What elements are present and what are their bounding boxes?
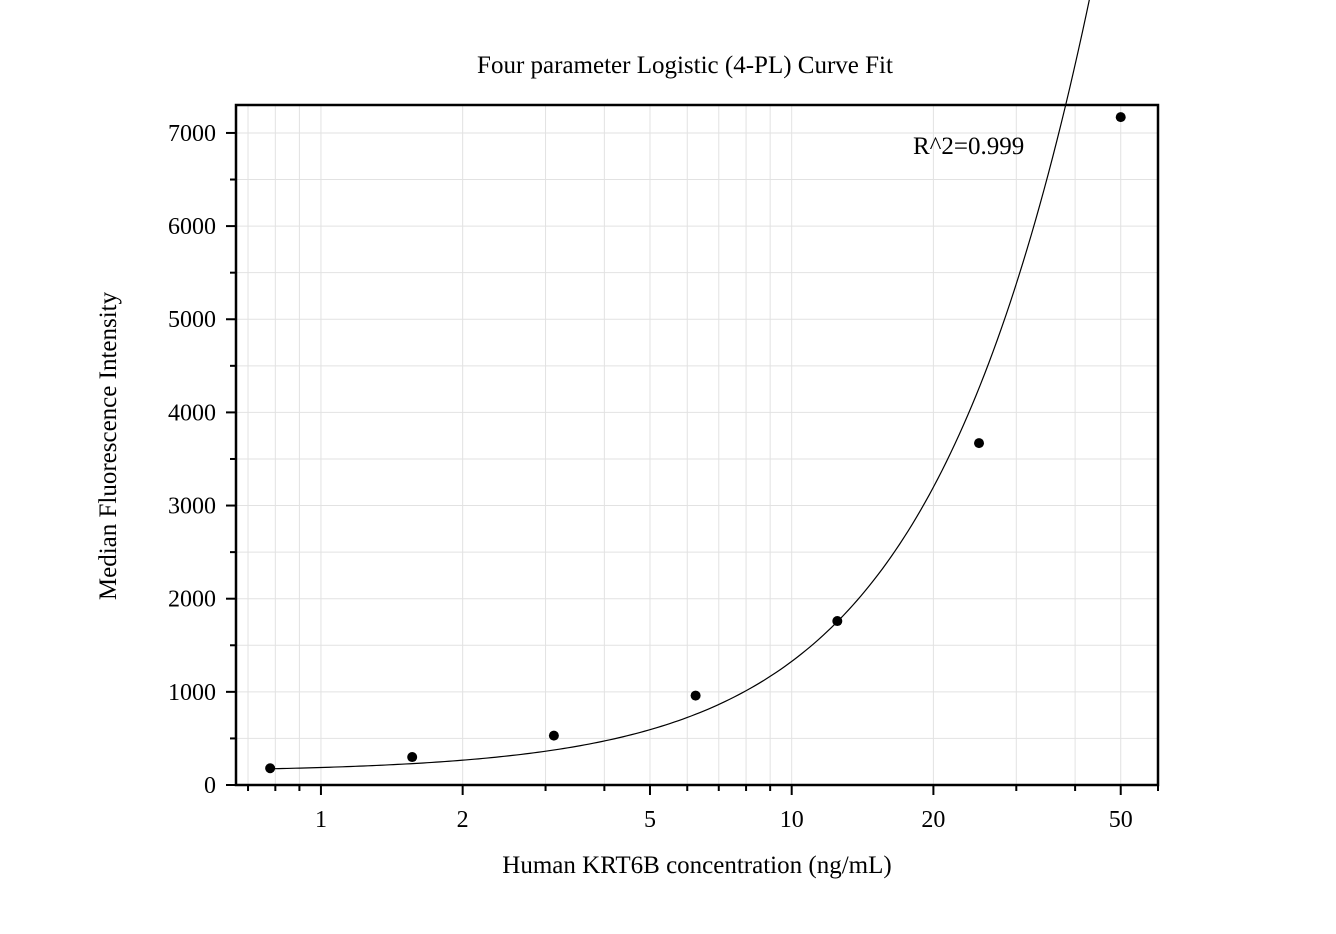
fit-curve	[270, 0, 1090, 770]
axes	[226, 103, 1160, 795]
fit-curve-layer	[270, 0, 1090, 770]
y-tick-label: 6000	[168, 214, 216, 240]
x-axis-label: Human KRT6B concentration (ng/mL)	[502, 852, 891, 879]
r-squared-annotation: R^2=0.999	[913, 133, 1024, 160]
y-tick-labels: 0 1000 2000 3000 4000 5000 6000 7000	[168, 121, 216, 799]
data-point	[974, 438, 985, 449]
data-point	[407, 752, 418, 763]
y-tick-label: 3000	[168, 494, 216, 520]
x-tick-label: 1	[315, 807, 327, 833]
data-point	[832, 616, 843, 627]
y-tick-label: 0	[204, 773, 216, 799]
y-tick-label: 1000	[168, 680, 216, 706]
x-tick-label: 10	[780, 807, 804, 833]
data-point	[1115, 112, 1126, 123]
x-tick-label: 20	[921, 807, 945, 833]
x-tick-label: 5	[644, 807, 656, 833]
y-tick-label: 7000	[168, 121, 216, 147]
grid-lines	[236, 105, 1159, 786]
data-point	[690, 690, 701, 701]
x-tick-labels: 1 2 5 10 20 50	[315, 807, 1133, 833]
data-point	[548, 730, 559, 741]
plot-frame	[234, 103, 1160, 787]
y-axis-label: Median Fluorescence Intensity	[95, 291, 122, 600]
data-points	[265, 112, 1126, 774]
y-tick-label: 5000	[168, 307, 216, 333]
chart-title: Four parameter Logistic (4-PL) Curve Fit	[477, 52, 893, 79]
x-tick-label: 2	[457, 807, 469, 833]
y-tick-label: 4000	[168, 400, 216, 426]
x-tick-label: 50	[1109, 807, 1133, 833]
data-point	[265, 763, 276, 774]
y-tick-label: 2000	[168, 587, 216, 613]
